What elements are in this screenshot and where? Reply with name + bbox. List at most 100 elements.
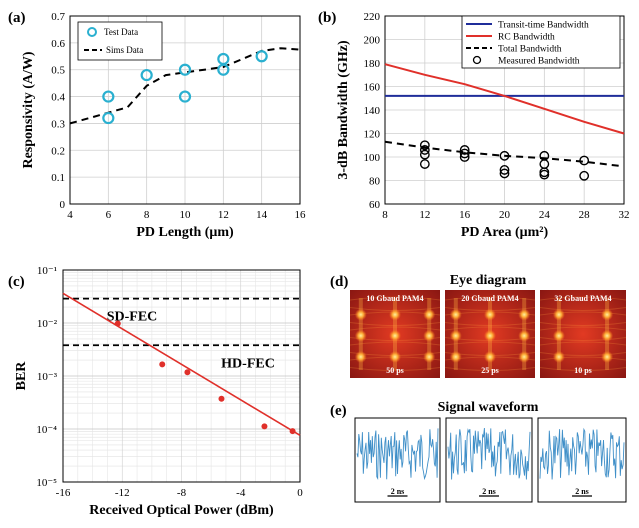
eye-trace bbox=[539, 337, 627, 341]
y-tick-label: 0.7 bbox=[51, 11, 65, 23]
data-point-measured-bandwidth bbox=[539, 169, 550, 180]
x-tick-label: 24 bbox=[539, 209, 551, 221]
eye-trace bbox=[444, 326, 536, 331]
data-point-measured-bandwidth bbox=[419, 149, 430, 160]
eye-trace bbox=[349, 367, 441, 371]
eye-hotspot bbox=[354, 308, 367, 321]
waveform-trace bbox=[447, 427, 531, 480]
legend-label: Test Data bbox=[104, 27, 138, 37]
waveform-frame: 2 ns bbox=[354, 417, 441, 503]
eye-hotspot bbox=[354, 350, 367, 363]
threshold-label: HD-FEC bbox=[221, 356, 275, 371]
waveform-trace bbox=[356, 428, 439, 481]
data-point-test-data bbox=[255, 50, 268, 63]
data-point-test-data bbox=[102, 111, 115, 125]
x-tick-label: 8 bbox=[144, 209, 150, 221]
y-tick-label: 0.5 bbox=[51, 65, 65, 77]
chart-c: -16 -12 -8 -4 0 10⁻¹ 10⁻² 10⁻³ 10⁻⁴ 10⁻⁵ Received … bbox=[14, 265, 303, 518]
eye-hotspot bbox=[552, 350, 565, 363]
legend-label: RC Bandwidth bbox=[498, 33, 555, 43]
data-point-test-data bbox=[217, 63, 230, 76]
y-tick-label: 0 bbox=[60, 199, 66, 211]
data-point-ber bbox=[184, 369, 191, 376]
x-tick-label: 4 bbox=[67, 209, 73, 221]
eye-hotspot bbox=[518, 329, 531, 342]
panel-label-a: (a) bbox=[8, 10, 26, 26]
x-axis-label: PD Length (μm) bbox=[136, 225, 234, 240]
legend: Test Data Sims Data bbox=[77, 21, 163, 61]
x-tick-label: 14 bbox=[256, 209, 268, 221]
panel-label-c: (c) bbox=[8, 274, 25, 290]
y-axis-label: BER bbox=[14, 361, 29, 391]
data-point-measured-bandwidth bbox=[499, 165, 510, 175]
x-tick-label: 12 bbox=[218, 209, 229, 221]
plot-frame bbox=[69, 15, 301, 205]
eye-trace bbox=[444, 367, 536, 371]
chart-b: 8 12 16 20 24 28 32 60 80 100 120 140 160 180 200 220 PD… bbox=[336, 11, 630, 240]
y-tick-label: 0.2 bbox=[51, 145, 65, 157]
eye-hotspot bbox=[423, 350, 436, 363]
chart-a: 4 6 8 10 12 14 16 0 0.1 0.2 0.3 0.4 0.5 0.6 0.7 PD Leng… bbox=[21, 11, 306, 240]
waveform-trace bbox=[539, 427, 625, 480]
eye-time-scale: 10 ps bbox=[574, 366, 592, 375]
legend-marker bbox=[472, 55, 482, 65]
eye-hotspot bbox=[449, 308, 462, 321]
waveform-time-scale: 2 ns bbox=[391, 487, 405, 496]
eye-trace bbox=[539, 296, 627, 301]
x-axis-label: Received Optical Power (dBm) bbox=[89, 503, 274, 518]
eye-hotspot bbox=[484, 308, 496, 321]
data-point-test-data bbox=[140, 68, 153, 82]
waveform-time-scale: 2 ns bbox=[482, 487, 496, 496]
eye-frame-label: 32 Gbaud PAM4 bbox=[554, 294, 611, 303]
legend-label: Measured Bandwidth bbox=[498, 57, 580, 67]
x-tick-label: 8 bbox=[382, 209, 388, 221]
x-tick-label: -4 bbox=[236, 487, 246, 499]
eye-frame-label: 10 Gbaud PAM4 bbox=[366, 294, 423, 303]
waveform-time-scale: 2 ns bbox=[575, 487, 589, 496]
y-tick-label: 0.3 bbox=[51, 118, 65, 130]
y-tick-label: 10⁻¹ bbox=[37, 265, 57, 277]
data-point-measured-bandwidth bbox=[419, 159, 430, 169]
threshold-label: SD-FEC bbox=[107, 310, 158, 325]
data-point-test-data bbox=[178, 90, 192, 103]
x-tick-label: -16 bbox=[56, 487, 71, 499]
eye-hotspot bbox=[389, 329, 401, 342]
eye-hotspot bbox=[389, 308, 401, 321]
eye-trace bbox=[539, 356, 627, 361]
eye-frame: 20 Gbaud PAM4 25 ps bbox=[444, 290, 536, 378]
plot-frame bbox=[62, 269, 301, 483]
data-point-measured-bandwidth bbox=[459, 148, 470, 159]
y-tick-label: 220 bbox=[364, 11, 381, 23]
eye-trace bbox=[539, 341, 627, 346]
eye-hotspot bbox=[423, 308, 436, 321]
waveform-frame: 2 ns bbox=[537, 417, 627, 503]
y-tick-label: 10⁻² bbox=[37, 318, 58, 330]
y-axis-label: Responsivity (A/W) bbox=[21, 51, 36, 168]
eye-hotspot bbox=[354, 329, 367, 342]
y-tick-label: 200 bbox=[364, 35, 381, 47]
eye-trace bbox=[539, 367, 627, 371]
waveform-frame: 2 ns bbox=[445, 417, 533, 503]
x-axis-label: PD Area (μm²) bbox=[461, 225, 549, 240]
data-point-ber bbox=[114, 320, 121, 327]
y-tick-label: 80 bbox=[369, 176, 381, 188]
data-point-measured-bandwidth bbox=[499, 150, 510, 161]
eye-hotspot bbox=[552, 329, 565, 342]
legend: Transit-time Bandwidth RC Bandwidth Total … bbox=[461, 15, 621, 69]
y-tick-label: 100 bbox=[364, 152, 381, 164]
x-tick-label: 16 bbox=[295, 209, 307, 221]
data-point-measured-bandwidth bbox=[579, 155, 590, 166]
eye-diagram-group: 10 Gbaud PAM4 50 ps 20 Gbaud PAM4 25 ps 32 G… bbox=[349, 290, 627, 378]
eye-trace bbox=[349, 322, 441, 326]
x-tick-label: -12 bbox=[115, 487, 130, 499]
eye-hotspot bbox=[389, 350, 401, 363]
series-line-total-bandwidth bbox=[384, 140, 625, 168]
series-line-rc-bandwidth bbox=[384, 63, 625, 135]
eye-trace bbox=[444, 296, 536, 301]
y-tick-label: 0.1 bbox=[51, 172, 65, 184]
eye-hotspot bbox=[601, 329, 614, 342]
x-tick-label: 16 bbox=[459, 209, 471, 221]
eye-diagram-title: Eye diagram bbox=[450, 273, 527, 288]
legend-label: Transit-time Bandwidth bbox=[498, 21, 589, 31]
